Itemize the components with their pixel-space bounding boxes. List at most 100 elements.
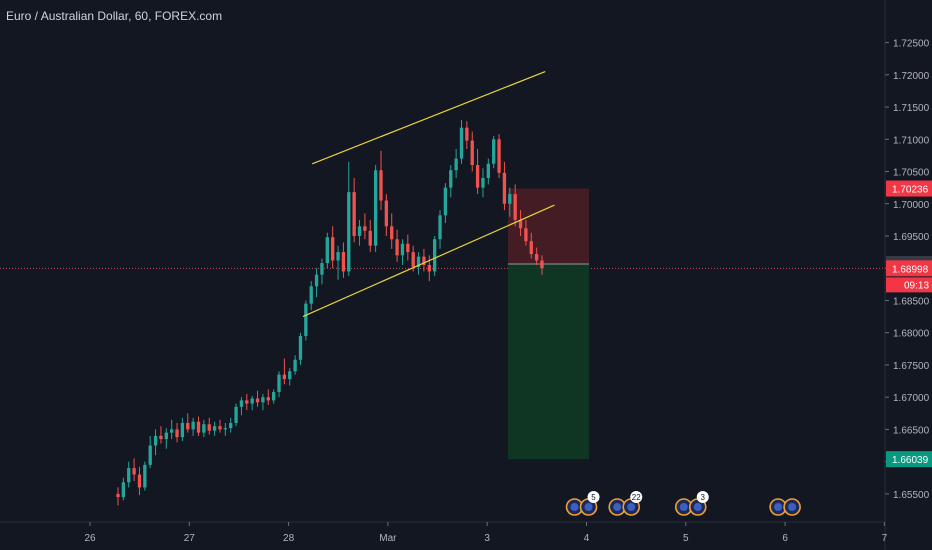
candle-body: [443, 187, 448, 216]
x-tick-label: 26: [84, 533, 96, 544]
x-tick-label: 28: [283, 533, 295, 544]
candle-body: [191, 421, 195, 430]
candle-body: [540, 260, 544, 269]
candle-body: [314, 274, 319, 287]
candle-body: [175, 429, 179, 438]
candle-body: [170, 429, 174, 433]
price-label-stop: [886, 180, 932, 197]
take-profit-zone[interactable]: [507, 263, 590, 460]
candle-body: [304, 303, 308, 336]
candle-body: [400, 243, 405, 256]
chart-title: Euro / Australian Dollar, 60, FOREX.com: [6, 9, 223, 23]
candle-body: [373, 170, 378, 246]
x-tick-label: 3: [484, 533, 490, 544]
x-tick-label: 6: [782, 533, 788, 544]
candle-body: [298, 335, 303, 360]
y-tick-label: 1.70500: [893, 168, 930, 179]
flag-center: [584, 503, 593, 511]
event-count-text: 5: [591, 493, 596, 502]
candle-body: [309, 286, 313, 304]
y-tick-label: 1.68500: [893, 296, 930, 307]
candle-body: [293, 359, 297, 372]
candle-body: [271, 392, 276, 401]
flag-center: [570, 503, 579, 511]
candle-body: [486, 163, 490, 178]
candle-body: [331, 237, 335, 261]
candle-body: [475, 165, 480, 188]
flag-center: [774, 503, 783, 511]
y-tick-label: 1.72500: [893, 39, 930, 50]
candle-body: [127, 468, 131, 483]
candle-body: [390, 226, 394, 240]
candle-body: [524, 228, 528, 242]
y-tick-label: 1.72000: [893, 71, 930, 82]
events[interactable]: 5 22 3: [565, 491, 801, 516]
candle-body: [261, 397, 265, 403]
event-count-text: 3: [701, 493, 706, 502]
flag-center: [613, 503, 622, 511]
flag-center: [693, 503, 702, 511]
candles: [116, 119, 544, 506]
event-count-badge: [587, 491, 600, 503]
price-label-text: 1.70236: [892, 185, 929, 196]
candle-body: [363, 226, 367, 231]
candle-body: [384, 200, 389, 227]
candle-body: [368, 230, 372, 246]
candle-body: [411, 252, 415, 267]
candle-body: [449, 170, 453, 188]
candle-body: [245, 400, 249, 404]
candle-body: [432, 239, 437, 272]
price-label-text: 1.68998: [892, 264, 929, 275]
event-count-badge: [630, 491, 643, 503]
candle-body: [234, 406, 238, 423]
price-label-last: [886, 260, 932, 277]
candle-body: [347, 192, 351, 272]
channel-line-upper[interactable]: [311, 71, 546, 165]
candle-body: [534, 254, 539, 261]
candle-body: [196, 421, 201, 433]
candle-body: [148, 445, 152, 465]
candle-body: [438, 215, 442, 240]
candle-body: [132, 468, 136, 475]
candle-body: [212, 426, 217, 431]
flag-center: [788, 503, 797, 511]
candle-body: [250, 398, 254, 404]
candle-body: [207, 424, 211, 431]
candle-body: [459, 127, 464, 159]
candle-body: [406, 243, 410, 253]
candle-body: [159, 435, 163, 440]
price-label-text: 1.66039: [892, 455, 929, 466]
candle-body: [282, 374, 287, 380]
candle-body: [325, 237, 329, 264]
candle-body: [121, 482, 126, 498]
candle-body: [336, 252, 340, 261]
y-tick-label: 1.69500: [893, 232, 930, 243]
candle-body: [465, 127, 469, 141]
candle-body: [164, 432, 168, 440]
position-zones[interactable]: [507, 188, 590, 460]
candle-body: [513, 194, 517, 220]
candle-body: [288, 371, 292, 380]
channel-lines[interactable]: [302, 71, 555, 318]
candle-body: [492, 139, 496, 164]
candle-body: [416, 256, 421, 267]
y-tick-label: 1.68000: [893, 329, 930, 340]
y-tick-label: 1.67500: [893, 361, 930, 372]
candle-body: [518, 219, 523, 229]
candle-body: [395, 239, 399, 256]
candle-body: [481, 177, 485, 188]
flag-center: [679, 503, 688, 511]
candle-body: [277, 374, 281, 393]
y-tick-label: 1.71000: [893, 135, 930, 146]
event-count-badge: [696, 491, 709, 503]
y-tick-label: 1.70000: [893, 200, 930, 211]
candle-body: [180, 422, 185, 438]
candle-body: [357, 226, 362, 236]
channel-line-lower[interactable]: [302, 204, 555, 318]
candle-body: [502, 172, 507, 204]
candle-body: [352, 192, 356, 236]
x-tick-label: 7: [882, 533, 888, 544]
candle-body: [497, 139, 501, 173]
